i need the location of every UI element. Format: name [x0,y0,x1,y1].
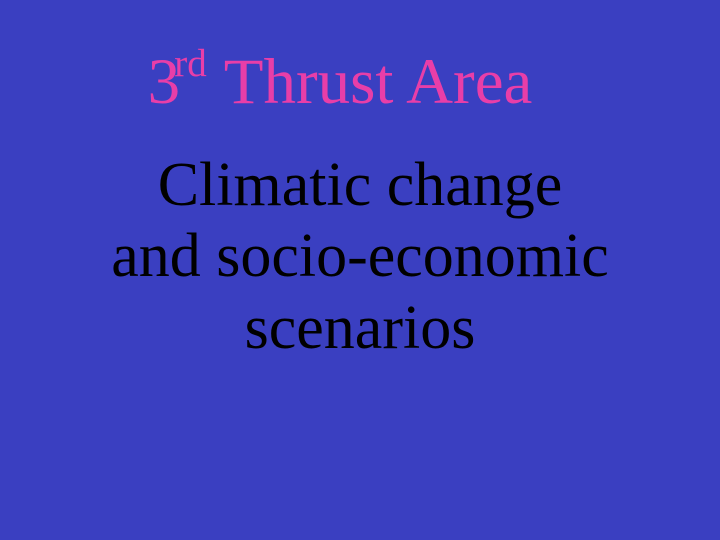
body-line-2: and socio-economic [111,221,609,292]
title-superscript: rd [174,42,207,85]
slide-title: 3rd Thrust Area [148,45,533,120]
slide-container: 3rd Thrust Area Climatic change and soci… [0,0,720,540]
title-rest: Thrust Area [209,46,533,118]
slide-body: Climatic change and socio-economic scena… [111,150,609,364]
body-line-1: Climatic change [111,150,609,221]
body-line-3: scenarios [111,293,609,364]
